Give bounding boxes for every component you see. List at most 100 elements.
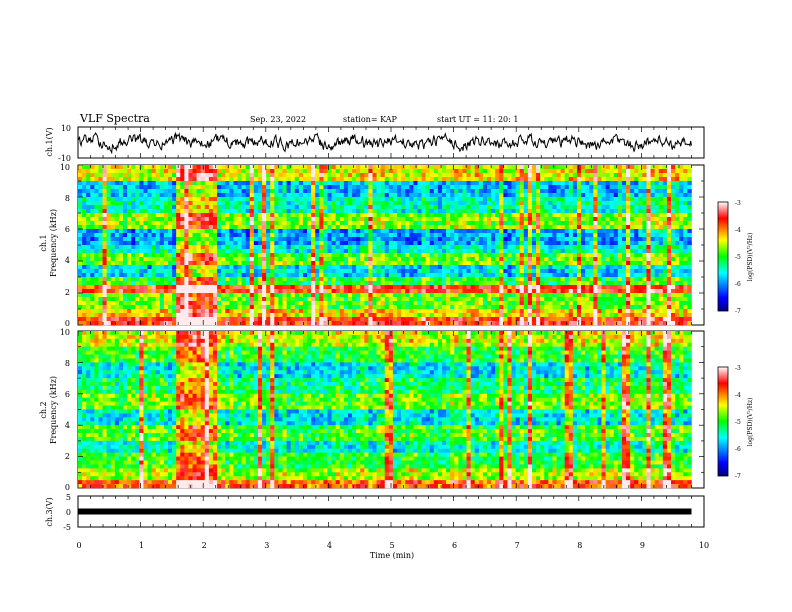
spectrogram-cell xyxy=(642,221,647,226)
spectrogram-cell xyxy=(388,257,394,262)
spectrogram-cell xyxy=(376,181,381,186)
spectrogram-cell xyxy=(654,173,660,178)
spectrogram-cell xyxy=(646,261,651,266)
spectrogram-cell xyxy=(307,257,312,262)
spectrogram-cell xyxy=(274,277,279,282)
spectrogram-cell xyxy=(249,213,255,218)
spectrogram-cell xyxy=(429,189,435,194)
spectrogram-cell xyxy=(204,185,210,190)
spectrogram-cell xyxy=(601,189,606,194)
spectrogram-cell xyxy=(176,201,181,206)
spectrogram-cell xyxy=(421,177,426,182)
spectrogram-cell xyxy=(155,165,161,170)
spectrogram-cell xyxy=(662,249,668,254)
spectrogram-cell xyxy=(343,217,349,222)
spectrogram-cell xyxy=(630,241,635,246)
spectrogram-cell xyxy=(331,261,336,266)
spectrogram-cell xyxy=(118,205,124,210)
spectrogram-cell xyxy=(110,173,116,178)
spectrogram-cell xyxy=(405,281,410,286)
spectrogram-cell xyxy=(319,261,324,266)
spectrogram-cell xyxy=(127,213,132,218)
spectrogram-cell xyxy=(523,201,529,206)
spectrogram-cell xyxy=(196,269,201,274)
spectrogram-cell xyxy=(654,277,660,282)
spectrogram-cell xyxy=(564,277,570,282)
spectrogram-cell xyxy=(311,269,316,274)
spectrogram-cell xyxy=(302,229,308,234)
spectrogram-cell xyxy=(78,265,83,270)
spectrogram-cell xyxy=(192,233,197,238)
spectrogram-cell xyxy=(188,265,193,270)
spectrogram-cell xyxy=(323,197,328,202)
spectrogram-cell xyxy=(262,253,267,258)
spectrogram-cell xyxy=(98,165,103,170)
spectrogram-cell xyxy=(172,201,177,206)
spectrogram-cell xyxy=(225,181,230,186)
spectrogram-cell xyxy=(585,209,590,214)
spectrogram-cell xyxy=(372,201,377,206)
spectrogram-cell xyxy=(208,265,214,270)
spectrogram-cell xyxy=(626,201,631,206)
spectrogram-cell xyxy=(531,213,537,218)
spectrogram-cell xyxy=(462,213,467,218)
spectrogram-cell xyxy=(290,197,296,202)
spectrogram-cell xyxy=(650,197,655,202)
spectrogram-cell xyxy=(78,201,83,206)
spectrogram-cell xyxy=(253,257,259,262)
spectrogram-cell xyxy=(531,285,537,290)
spectrogram-cell xyxy=(192,213,197,218)
spectrogram-cell xyxy=(630,209,635,214)
spectrogram-cell xyxy=(180,277,185,282)
spectrogram-cell xyxy=(249,293,255,298)
spectrogram-cell xyxy=(405,169,410,174)
spectrogram-cell xyxy=(327,177,332,182)
spectrogram-cell xyxy=(613,185,619,190)
spectrogram-cell xyxy=(94,245,99,250)
spectrogram-cell xyxy=(605,269,610,274)
spectrogram-cell xyxy=(159,261,165,266)
spectrogram-cell xyxy=(417,281,422,286)
spectrogram-cell xyxy=(94,277,99,282)
spectrogram-cell xyxy=(531,257,537,262)
spectrogram-cell xyxy=(642,281,647,286)
spectrogram-cell xyxy=(617,265,623,270)
spectrogram-cell xyxy=(212,289,218,294)
spectrogram-cell xyxy=(266,209,271,214)
spectrogram-cell xyxy=(429,209,435,214)
spectrogram-cell xyxy=(442,213,447,218)
spectrogram-cell xyxy=(184,293,189,298)
spectrogram-cell xyxy=(298,205,304,210)
spectrogram-cell xyxy=(249,277,255,282)
spectrogram-cell xyxy=(131,165,136,170)
spectrogram-cell xyxy=(556,269,561,274)
spectrogram-cell xyxy=(671,261,676,266)
spectrogram-cell xyxy=(294,189,300,194)
spectrogram-cell xyxy=(511,233,516,238)
spectrogram-cell xyxy=(208,269,214,274)
spectrogram-cell xyxy=(540,253,545,258)
spectrogram-cell xyxy=(527,217,533,222)
spectrogram-cell xyxy=(94,265,99,270)
spectrogram-cell xyxy=(458,221,463,226)
spectrogram-cell xyxy=(405,193,410,198)
spectrogram-cell xyxy=(270,205,275,210)
spectrogram-cell xyxy=(360,261,365,266)
spectrogram-cell xyxy=(204,249,210,254)
spectrogram-cell xyxy=(388,245,394,250)
spectrogram-cell xyxy=(503,233,508,238)
spectrogram-cell xyxy=(139,277,144,282)
spectrogram-cell xyxy=(180,233,185,238)
spectrogram-cell xyxy=(241,205,246,210)
spectrogram-cell xyxy=(683,257,688,262)
spectrogram-cell xyxy=(638,169,643,174)
spectrogram-cell xyxy=(245,281,251,286)
spectrogram-cell xyxy=(531,189,537,194)
spectrogram-cell xyxy=(135,273,140,278)
spectrogram-cell xyxy=(78,237,83,242)
spectrogram-cell xyxy=(531,229,537,234)
spectrogram-cell xyxy=(417,213,422,218)
spectrogram-cell xyxy=(572,269,578,274)
spectrogram-cell xyxy=(605,281,610,286)
spectrogram-cell xyxy=(245,205,251,210)
